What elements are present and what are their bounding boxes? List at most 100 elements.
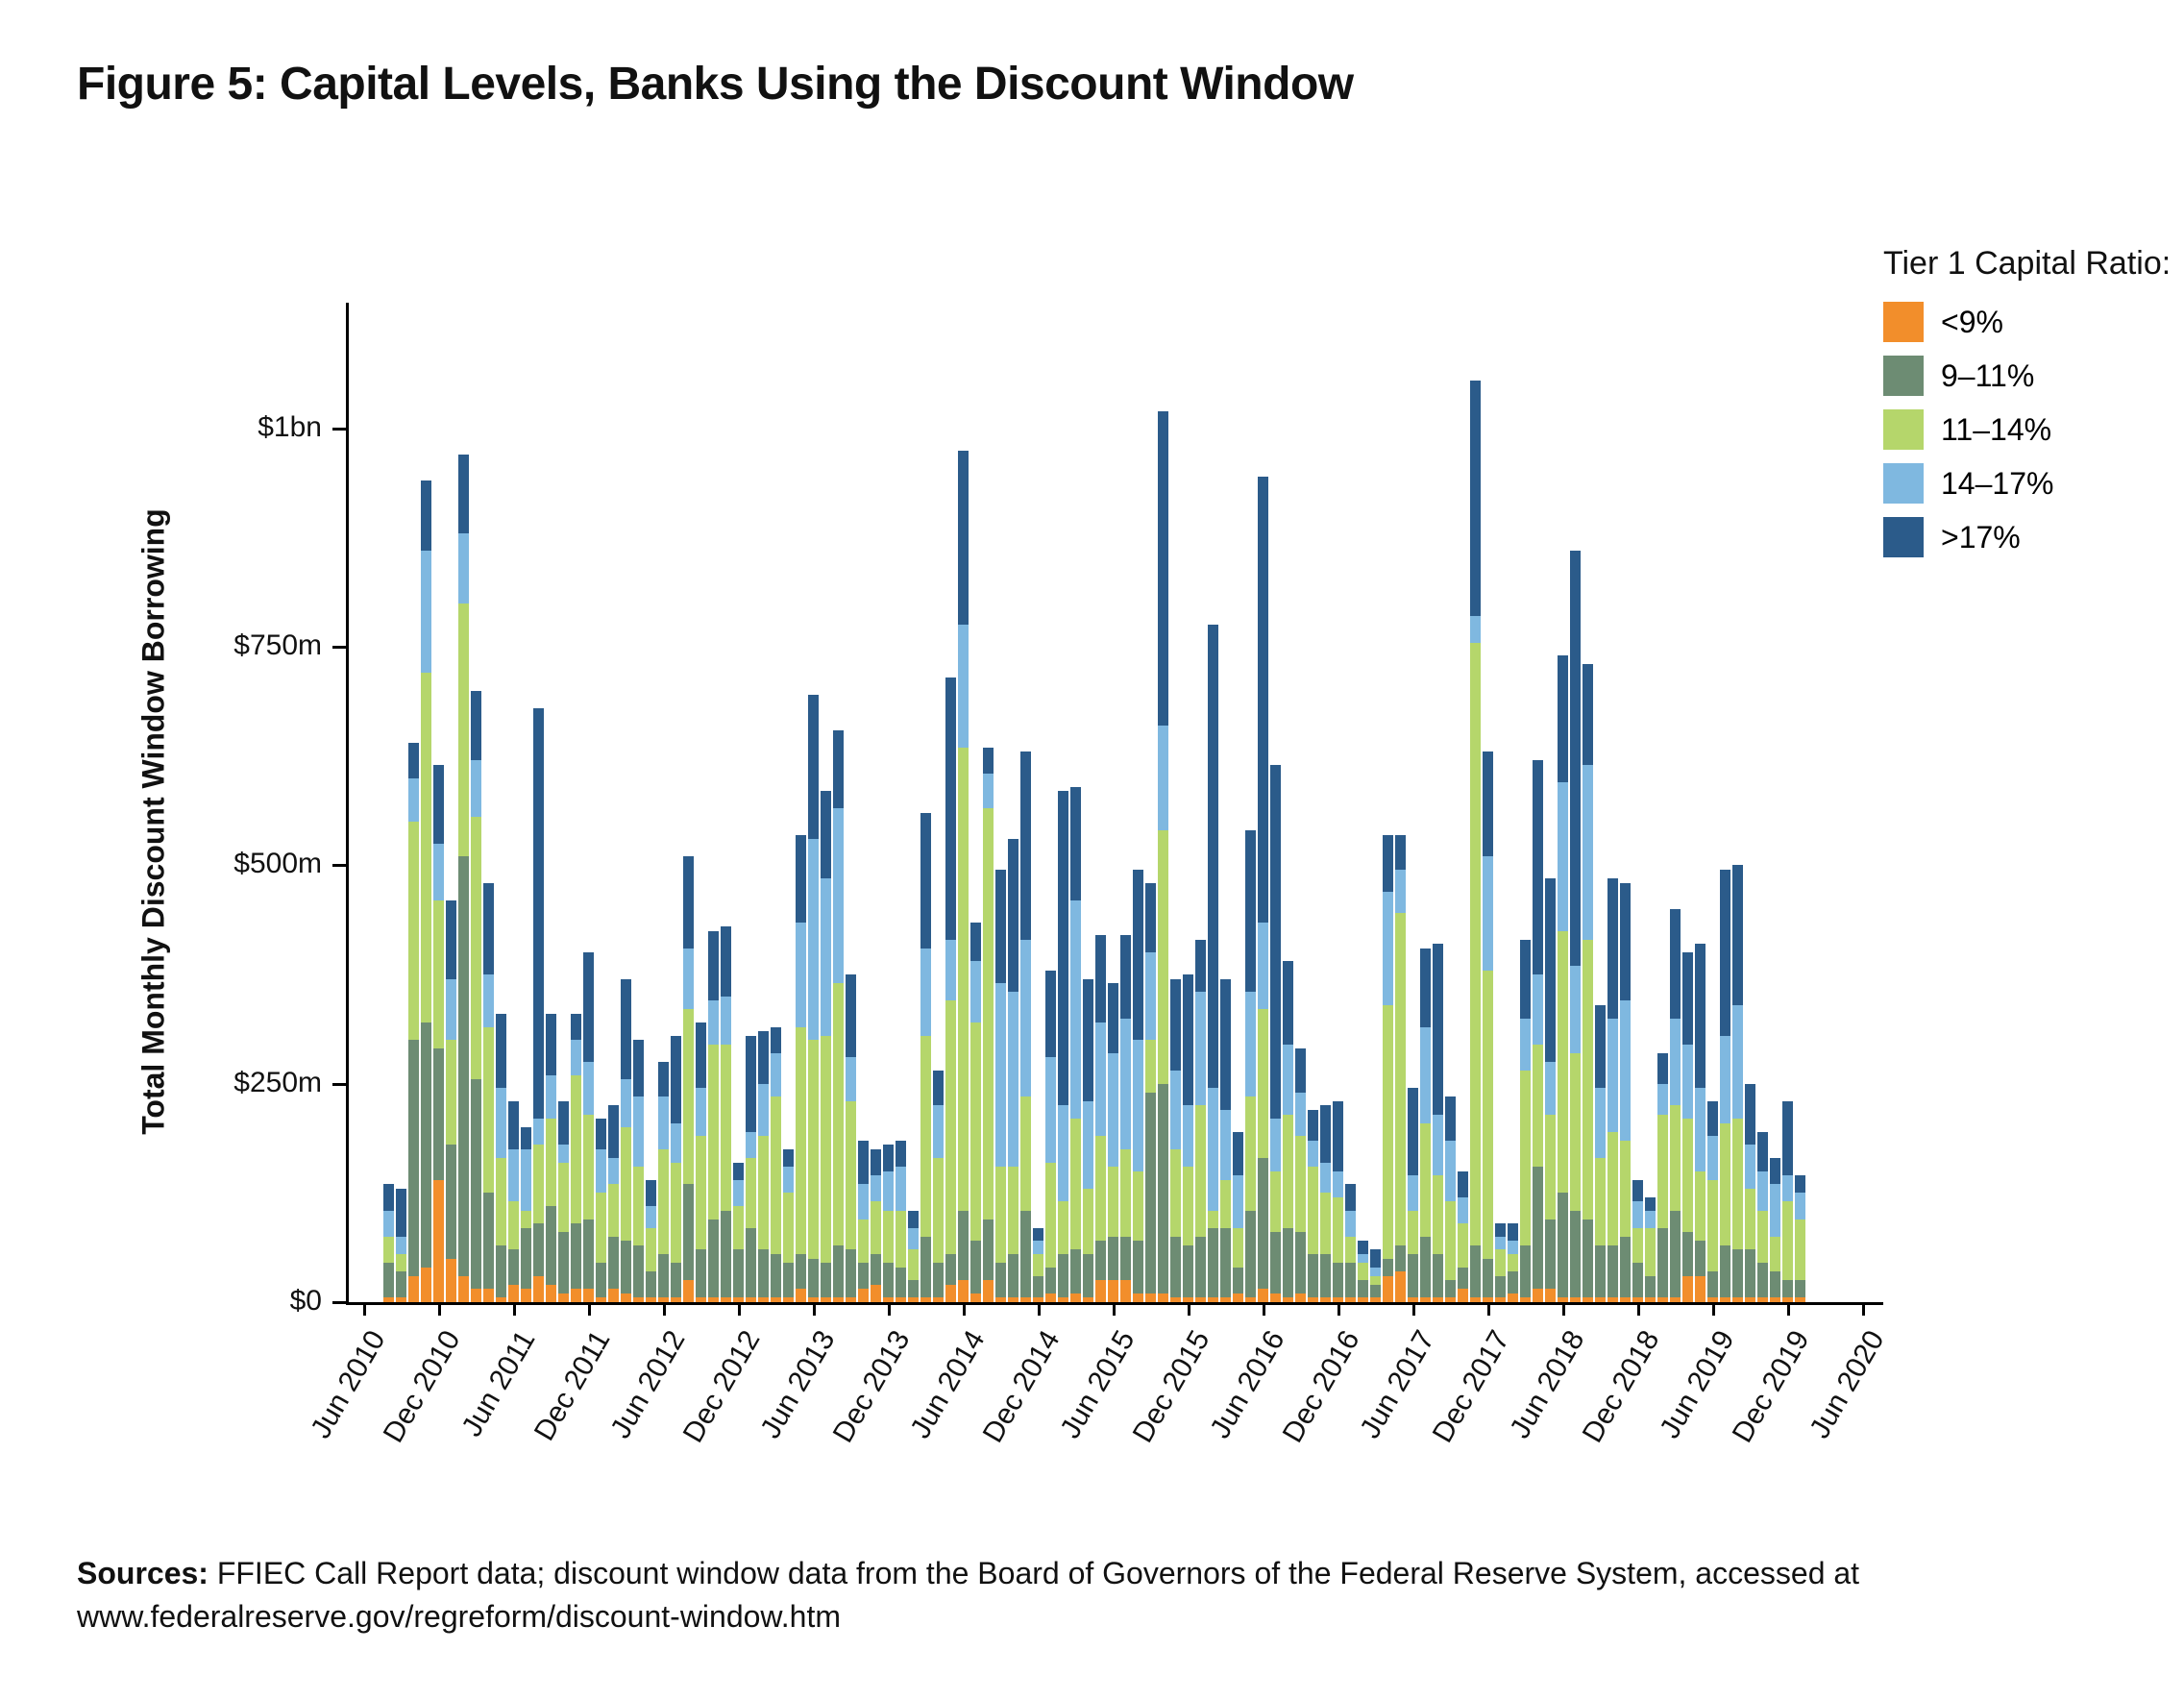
bar-segment-r9_11 (871, 1254, 881, 1285)
legend-swatch (1883, 517, 1924, 557)
bar-segment-gt17 (1058, 791, 1068, 1105)
bar-segment-r9_11 (945, 1254, 956, 1285)
bar (471, 691, 481, 1302)
y-tick-label: $500m (183, 848, 322, 880)
bar-segment-gt17 (1545, 878, 1556, 1062)
bar-segment-r11_14 (1395, 913, 1406, 1244)
bar-segment-r14_17 (1433, 1115, 1443, 1176)
bar-segment-r9_11 (558, 1232, 569, 1293)
bar-segment-r9_11 (858, 1263, 869, 1289)
bar-segment-lt9 (958, 1280, 969, 1302)
bar-segment-r11_14 (1283, 1115, 1293, 1228)
bar (1620, 883, 1631, 1302)
bar-segment-r14_17 (558, 1145, 569, 1162)
y-tick-label: $1bn (183, 411, 322, 444)
bar (421, 480, 431, 1302)
bar-segment-r9_11 (1732, 1249, 1743, 1297)
bar (1395, 835, 1406, 1302)
bar (1333, 1101, 1343, 1302)
bar-segment-gt17 (1745, 1084, 1755, 1146)
bar (696, 1022, 706, 1302)
x-tick-label: Jun 2013 (754, 1325, 842, 1444)
bar-segment-gt17 (1370, 1249, 1381, 1267)
bar-segment-gt17 (983, 748, 994, 774)
bar-segment-lt9 (583, 1289, 594, 1302)
bar-segment-gt17 (1395, 835, 1406, 870)
bar-segment-r11_14 (1682, 1119, 1693, 1232)
legend-label: 14–17% (1941, 466, 2053, 502)
bar (583, 952, 594, 1302)
x-tick-label: Jun 2016 (1204, 1325, 1291, 1444)
bar (796, 835, 806, 1302)
bar-segment-lt9 (945, 1285, 956, 1302)
bar-segment-r11_14 (1420, 1123, 1431, 1237)
bar-segment-gt17 (858, 1141, 869, 1184)
bar (933, 1071, 944, 1302)
bar-segment-r9_11 (1220, 1228, 1231, 1298)
bar-segment-r11_14 (796, 1027, 806, 1254)
bar-segment-r11_14 (708, 1045, 719, 1220)
bar-segment-gt17 (808, 695, 819, 839)
bar-segment-r9_11 (746, 1228, 756, 1298)
bar-segment-r11_14 (1045, 1163, 1056, 1268)
bar (1020, 751, 1031, 1302)
bar-segment-r14_17 (1195, 992, 1206, 1105)
bar (1445, 1096, 1456, 1302)
bar-segment-gt17 (1533, 760, 1543, 974)
bar-segment-gt17 (658, 1062, 669, 1096)
bar-segment-r9_11 (583, 1220, 594, 1290)
bar-segment-r9_11 (383, 1263, 394, 1297)
bar-segment-r9_11 (1058, 1254, 1068, 1297)
bar-segment-r14_17 (1170, 1071, 1181, 1149)
bar-segment-lt9 (871, 1285, 881, 1302)
bar-segment-r11_14 (1145, 1040, 1156, 1093)
bar-segment-r11_14 (633, 1167, 644, 1245)
bar-segment-gt17 (883, 1145, 894, 1170)
bar-segment-r9_11 (1195, 1237, 1206, 1298)
bar-segment-r11_14 (821, 1036, 831, 1263)
bar (1508, 1223, 1518, 1302)
bar (1295, 1048, 1306, 1302)
bar-segment-r9_11 (1270, 1232, 1281, 1293)
bar-segment-r11_14 (671, 1163, 681, 1264)
bar-segment-gt17 (1757, 1132, 1768, 1171)
bar-segment-gt17 (521, 1127, 531, 1149)
bar-segment-gt17 (733, 1163, 744, 1180)
bar-segment-r14_17 (721, 997, 731, 1045)
bar-segment-r9_11 (1120, 1237, 1131, 1280)
bar-segment-r14_17 (1495, 1237, 1506, 1250)
bar-segment-gt17 (746, 1036, 756, 1132)
bar-segment-gt17 (1695, 944, 1705, 1088)
bar-segment-r11_14 (1008, 1167, 1018, 1254)
legend-label: <9% (1941, 305, 2003, 340)
bar (1170, 979, 1181, 1302)
y-tick-label: $750m (183, 629, 322, 662)
bar-segment-r14_17 (1395, 870, 1406, 913)
bar-segment-r9_11 (646, 1271, 656, 1297)
bar-segment-gt17 (1358, 1241, 1368, 1254)
bar-segment-lt9 (1108, 1280, 1118, 1302)
bar-segment-r9_11 (1033, 1276, 1043, 1298)
bar-segment-r9_11 (708, 1220, 719, 1298)
bar-segment-r14_17 (1383, 892, 1393, 1005)
sources-text: Sources: FFIEC Call Report data; discoun… (77, 1552, 1999, 1638)
x-tick-label: Jun 2015 (1054, 1325, 1141, 1444)
bar-segment-r11_14 (1620, 1141, 1631, 1237)
bar-segment-r14_17 (783, 1167, 794, 1193)
bar-segment-r14_17 (708, 1000, 719, 1044)
bar-segment-r14_17 (1333, 1171, 1343, 1197)
bar (1283, 961, 1293, 1302)
bar-segment-r9_11 (771, 1254, 781, 1297)
bar-segment-r11_14 (1070, 1119, 1081, 1249)
bar-segment-lt9 (858, 1289, 869, 1302)
bar-segment-lt9 (446, 1259, 456, 1302)
bar-segment-r14_17 (696, 1088, 706, 1136)
bar-segment-r9_11 (1020, 1211, 1031, 1298)
bar-segment-r14_17 (846, 1057, 856, 1100)
bar-segment-gt17 (1420, 949, 1431, 1027)
bar-segment-gt17 (721, 926, 731, 997)
bar-segment-r11_14 (1670, 1105, 1681, 1210)
bar-segment-gt17 (758, 1031, 769, 1084)
bar (771, 1027, 781, 1302)
bar-segment-r11_14 (1308, 1167, 1318, 1254)
